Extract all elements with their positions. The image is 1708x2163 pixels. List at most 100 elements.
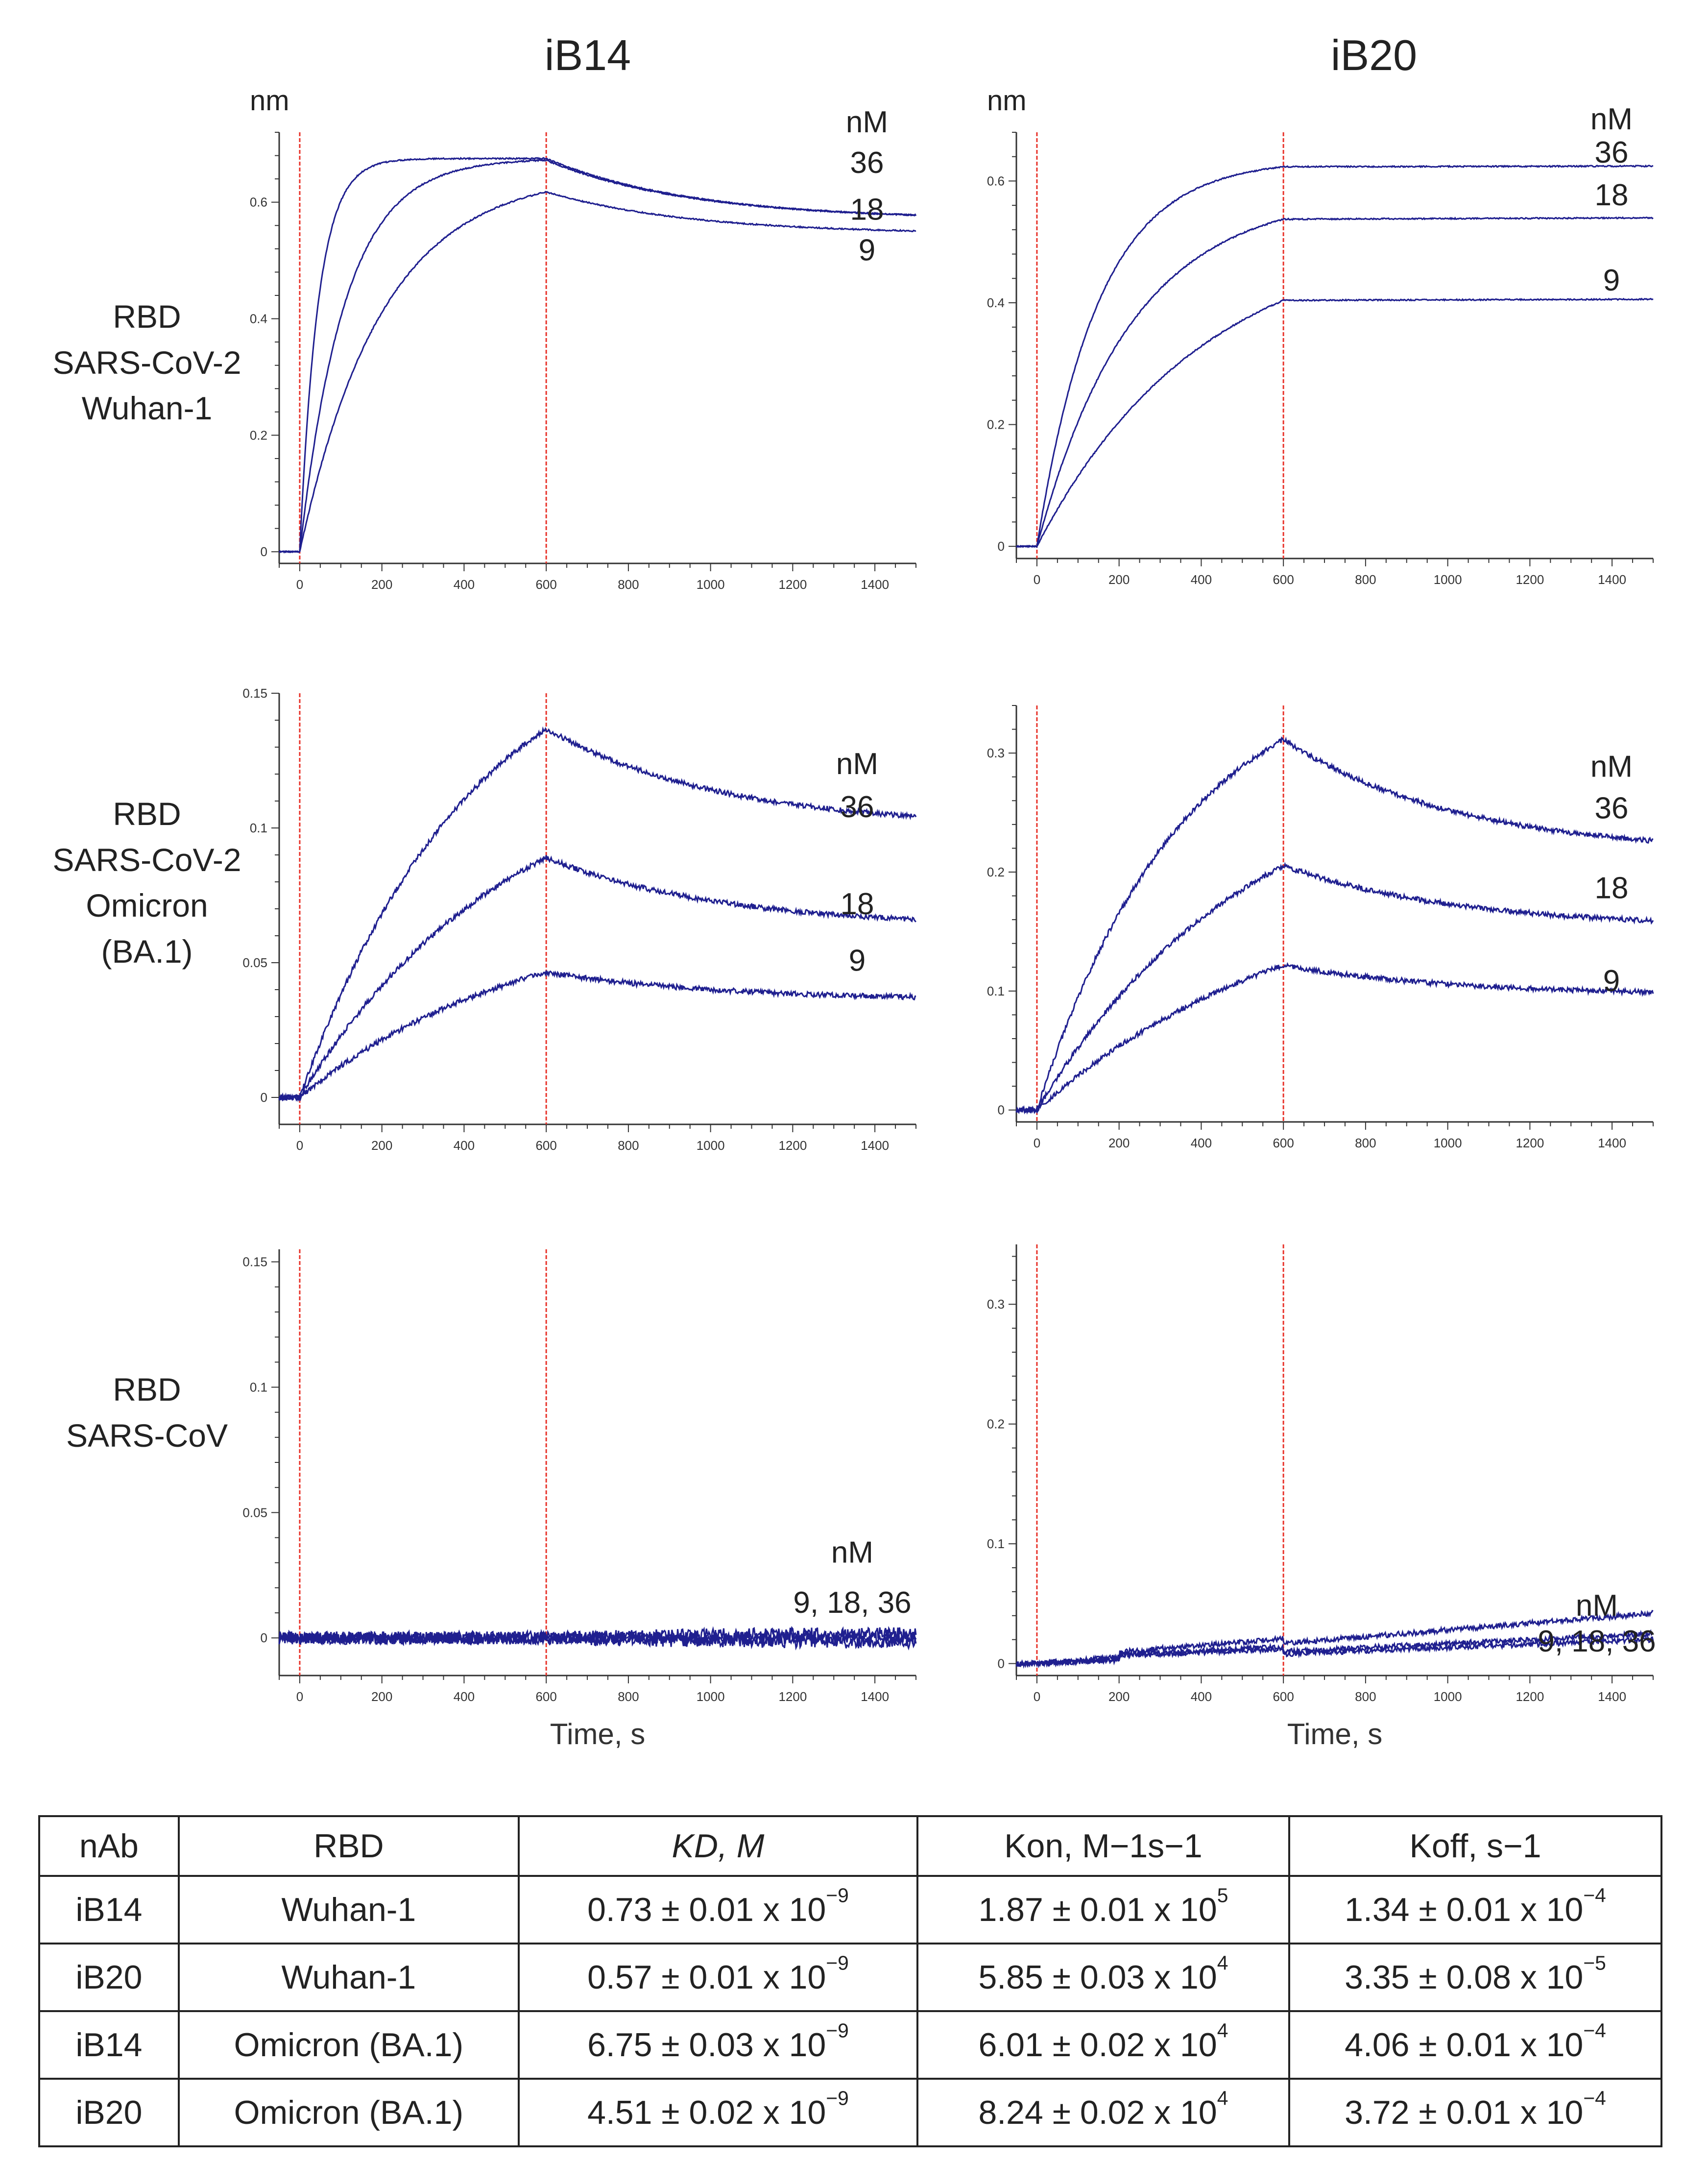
x-tick-label: 400	[1191, 572, 1212, 587]
concentration-header: nM	[831, 1536, 873, 1570]
series-line-18	[1016, 216, 1654, 548]
x-tick-label: 600	[535, 1138, 556, 1153]
y-tick-label: 0.15	[242, 1255, 267, 1269]
row-label-line: SARS-CoV	[66, 1417, 228, 1454]
y-unit-label: nm	[987, 85, 1027, 117]
x-tick-label: 600	[1273, 572, 1294, 587]
y-tick-label: 0.6	[250, 195, 267, 210]
y-tick-label: 0	[998, 1656, 1005, 1671]
kd-mantissa: 4.51 ± 0.02 x 10	[587, 2094, 826, 2131]
x-tick-label: 600	[1273, 1689, 1294, 1704]
x-axis-label: Time, s	[550, 1718, 645, 1750]
kon-mantissa: 1.87 ± 0.01 x 10	[978, 1891, 1217, 1928]
concentration-label: 9	[849, 944, 866, 978]
cell-kd: 0.57 ± 0.01 x 10−9	[518, 1943, 918, 2012]
x-tick-label: 800	[618, 1138, 639, 1153]
x-tick-label: 1400	[1598, 572, 1626, 587]
row-label-line: SARS-CoV-2	[52, 344, 241, 381]
x-tick-label: 1000	[697, 1689, 725, 1704]
x-tick-label: 200	[1108, 572, 1130, 587]
kd-exponent: −9	[826, 1951, 849, 1974]
chart-ib20-sarscov: 0 200 400 600 800 1000 1200 1400 0 0.1 0.2 0.3 nM9, …	[987, 1244, 1656, 1750]
kon-mantissa: 5.85 ± 0.03 x 10	[978, 1959, 1217, 1996]
concentration-label: 18	[1595, 178, 1629, 212]
cell-kon: 8.24 ± 0.02 x 104	[916, 2078, 1291, 2147]
concentration-label: 36	[850, 146, 884, 180]
koff-mantissa: 3.72 ± 0.01 x 10	[1345, 2094, 1584, 2131]
cell-kon: 1.87 ± 0.01 x 105	[916, 1875, 1291, 1944]
cell-nab: iB20	[38, 1943, 180, 2012]
table-row: iB20 Wuhan-1 0.57 ± 0.01 x 10−9 5.85 ± 0…	[38, 1943, 1662, 2012]
x-tick-label: 200	[1108, 1689, 1130, 1704]
kinetics-table: nAb RBD KD, M Kon, M−1s−1 Koff, s−1 iB14…	[38, 1815, 1662, 2147]
concentration-label: 9, 18, 36	[793, 1586, 911, 1620]
x-tick-label: 1400	[1598, 1136, 1626, 1150]
y-tick-label: 0.4	[250, 312, 267, 326]
row-label-line: RBD	[113, 1371, 181, 1408]
kd-exponent: −9	[826, 1884, 849, 1907]
concentration-header: nM	[1590, 750, 1633, 784]
x-tick-label: 400	[454, 577, 475, 592]
kd-exponent: −9	[826, 2087, 849, 2110]
chart-ib14-wuhan: 0 200 400 600 800 1000 1200 1400 0 0.2 0.4 0.6 nm nM 3…	[250, 85, 917, 592]
header-kd: KD, M	[518, 1815, 918, 1877]
koff-mantissa: 1.34 ± 0.01 x 10	[1345, 1891, 1584, 1928]
table-row: iB14 Wuhan-1 0.73 ± 0.01 x 10−9 1.87 ± 0…	[38, 1875, 1662, 1944]
concentration-header: nM	[1576, 1589, 1618, 1623]
koff-mantissa: 3.35 ± 0.08 x 10	[1345, 1959, 1584, 1996]
x-tick-label: 200	[1108, 1136, 1130, 1150]
series-line-36	[279, 156, 916, 554]
concentration-label: 9, 18, 36	[1538, 1625, 1656, 1658]
x-tick-label: 1000	[1434, 1136, 1462, 1150]
header-nab: nAb	[38, 1815, 180, 1877]
header-kon: Kon, M−1s−1	[916, 1815, 1291, 1877]
y-tick-label: 0.3	[987, 1297, 1005, 1312]
cell-rbd: Omicron (BA.1)	[177, 2010, 520, 2080]
row-label-line: RBD	[113, 298, 181, 335]
concentration-header: nM	[1590, 102, 1633, 136]
x-tick-label: 1400	[861, 1138, 889, 1153]
row-label-line: RBD	[113, 796, 181, 832]
header-rbd: RBD	[177, 1815, 520, 1877]
y-tick-label: 0.15	[242, 686, 267, 701]
kon-exponent: 4	[1217, 1951, 1228, 1974]
series-line-18	[1015, 862, 1654, 1115]
y-tick-label: 0.1	[987, 1536, 1005, 1551]
y-tick-label: 0.3	[987, 746, 1005, 760]
x-tick-label: 0	[1034, 1136, 1040, 1150]
x-tick-label: 800	[618, 1689, 639, 1704]
series-line-9	[278, 970, 916, 1102]
y-tick-label: 0.05	[242, 1505, 267, 1520]
x-tick-label: 600	[535, 577, 556, 592]
series-line-18	[279, 159, 917, 554]
x-tick-label: 600	[535, 1689, 556, 1704]
x-tick-label: 1000	[697, 1138, 725, 1153]
series-line-9	[278, 1629, 917, 1651]
cell-koff: 3.35 ± 0.08 x 10−5	[1288, 1943, 1662, 2012]
y-unit-label: nm	[250, 85, 289, 117]
y-tick-label: 0.05	[242, 955, 267, 970]
kd-exponent: −9	[826, 2019, 849, 2042]
series-line-9	[1015, 297, 1654, 548]
concentration-header: nM	[836, 747, 878, 781]
series-line-9	[278, 191, 916, 553]
y-tick-label: 0.2	[987, 1417, 1005, 1432]
x-tick-label: 0	[296, 577, 303, 592]
series-line-36	[1016, 164, 1654, 548]
y-tick-label: 0	[261, 544, 267, 559]
x-tick-label: 1400	[1598, 1689, 1626, 1704]
y-tick-label: 0	[998, 1103, 1005, 1118]
x-tick-label: 0	[296, 1689, 303, 1704]
row-label-omicron: RBD SARS-CoV-2 Omicron (BA.1)	[44, 791, 250, 975]
cell-kon: 5.85 ± 0.03 x 104	[916, 1943, 1291, 2012]
row-label-sarscov: RBD SARS-CoV	[44, 1367, 250, 1458]
y-tick-label: 0.2	[250, 428, 267, 442]
koff-exponent: −4	[1583, 2019, 1606, 2042]
cell-kd: 4.51 ± 0.02 x 10−9	[518, 2078, 918, 2147]
chart-ib14-omicron: 0 200 400 600 800 1000 1200 1400 0 0.05 0.1 0.15 nM 3…	[242, 686, 917, 1153]
header-koff: Koff, s−1	[1288, 1815, 1662, 1877]
series-line-9	[1015, 1635, 1654, 1668]
y-tick-label: 0.1	[250, 1380, 267, 1394]
table-row: iB14 Omicron (BA.1) 6.75 ± 0.03 x 10−9 6…	[38, 2010, 1662, 2080]
series-line-36	[279, 726, 917, 1102]
